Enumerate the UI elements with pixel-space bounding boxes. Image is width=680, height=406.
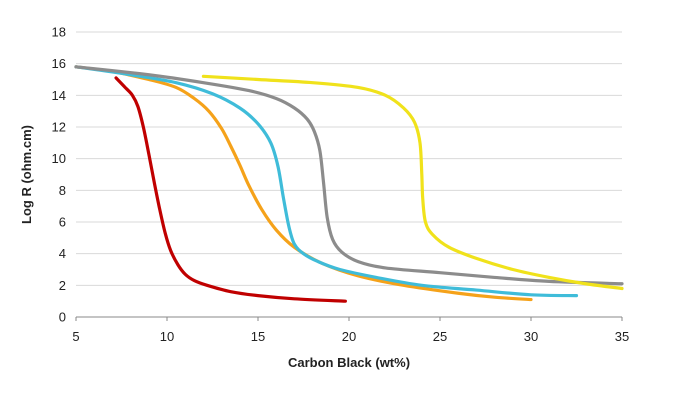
x-tick-label: 30 [524, 329, 538, 344]
axes [75, 316, 623, 321]
x-tick-label: 5 [72, 329, 79, 344]
y-axis-title: Log R (ohm.cm) [19, 125, 34, 224]
y-tick-label: 8 [59, 183, 66, 198]
x-tick-label: 35 [615, 329, 629, 344]
y-tick-label: 2 [59, 278, 66, 293]
x-axis-title: Carbon Black (wt%) [288, 355, 410, 370]
y-tick-label: 14 [52, 88, 66, 103]
series-line-gray [74, 65, 624, 286]
x-tick-label: 25 [433, 329, 447, 344]
series-line-orange [74, 65, 533, 302]
y-tick-label: 12 [52, 120, 66, 135]
series-lines [74, 65, 624, 303]
y-tick-label: 0 [59, 310, 66, 325]
y-tick-label: 10 [52, 151, 66, 166]
y-tick-label: 4 [59, 246, 66, 261]
y-tick-label: 16 [52, 56, 66, 71]
series-line-yellow [201, 74, 624, 291]
series-line-cyan [74, 65, 579, 298]
y-tick-label: 6 [59, 215, 66, 230]
series-line-red [114, 76, 347, 303]
gridlines [76, 31, 622, 286]
tick-labels: 0 2 4 6 8 10 12 14 16 18 5 10 15 20 25 30 35 [52, 25, 630, 345]
x-tick-label: 10 [160, 329, 174, 344]
y-tick-label: 18 [52, 25, 66, 40]
x-tick-label: 15 [251, 329, 265, 344]
x-tick-label: 20 [342, 329, 356, 344]
